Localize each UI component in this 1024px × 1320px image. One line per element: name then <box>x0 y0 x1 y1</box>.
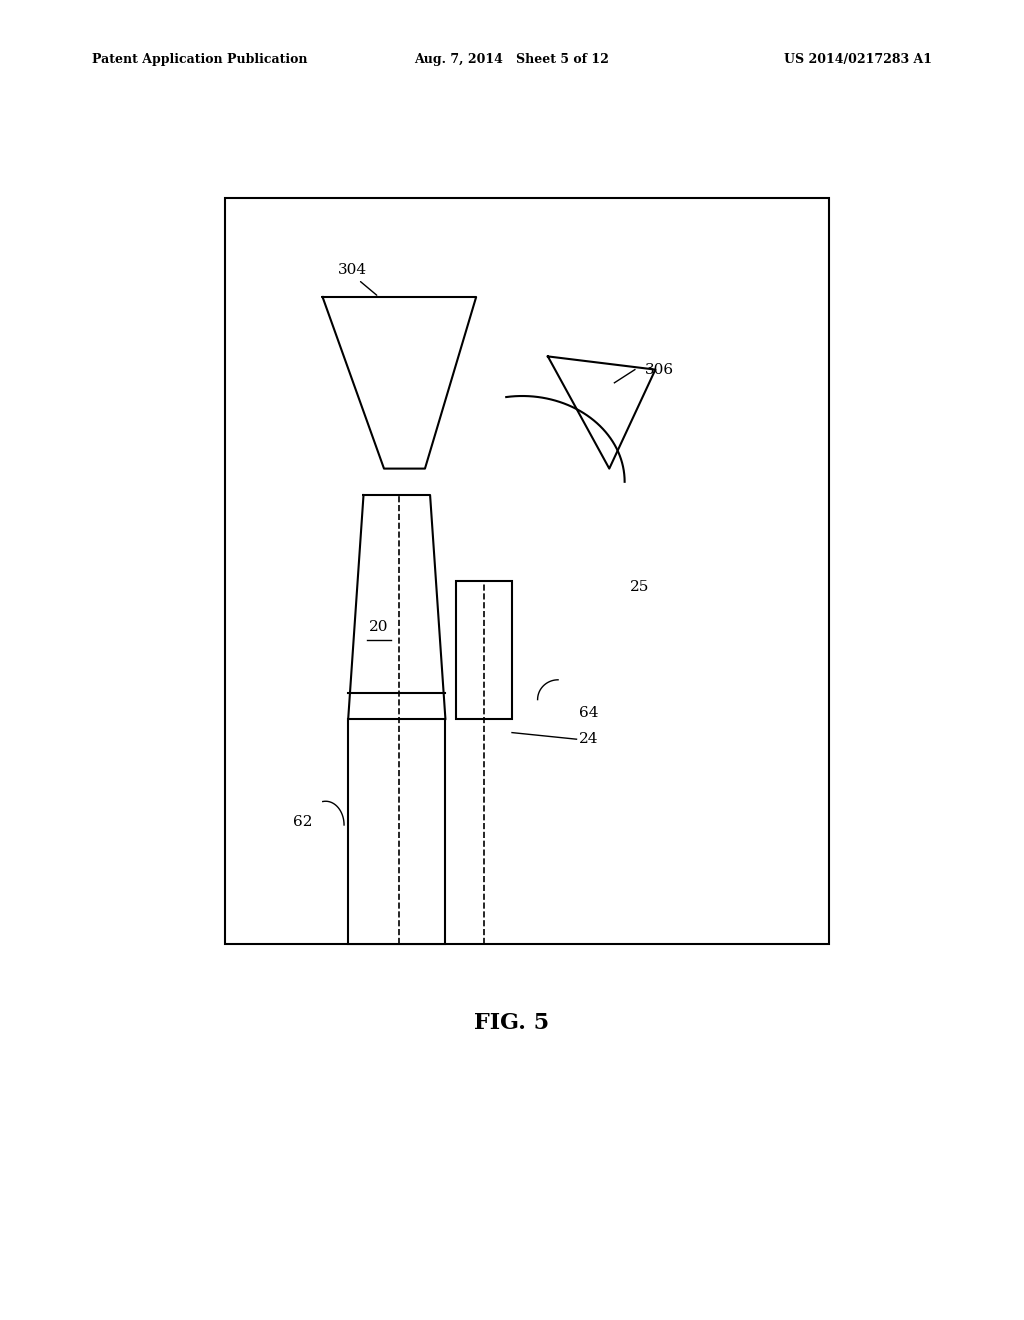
Text: FIG. 5: FIG. 5 <box>474 1012 550 1034</box>
Bar <box>456 581 512 719</box>
Text: Patent Application Publication: Patent Application Publication <box>92 53 307 66</box>
Bar <box>348 719 445 944</box>
Text: 24: 24 <box>579 733 598 746</box>
Text: 25: 25 <box>630 581 649 594</box>
Text: 64: 64 <box>579 706 598 719</box>
Text: 304: 304 <box>338 263 367 277</box>
Text: US 2014/0217283 A1: US 2014/0217283 A1 <box>783 53 932 66</box>
Bar <box>225 198 829 944</box>
Text: 306: 306 <box>645 363 674 376</box>
Text: 62: 62 <box>293 816 312 829</box>
Text: 20: 20 <box>369 620 389 634</box>
Text: Aug. 7, 2014   Sheet 5 of 12: Aug. 7, 2014 Sheet 5 of 12 <box>415 53 609 66</box>
